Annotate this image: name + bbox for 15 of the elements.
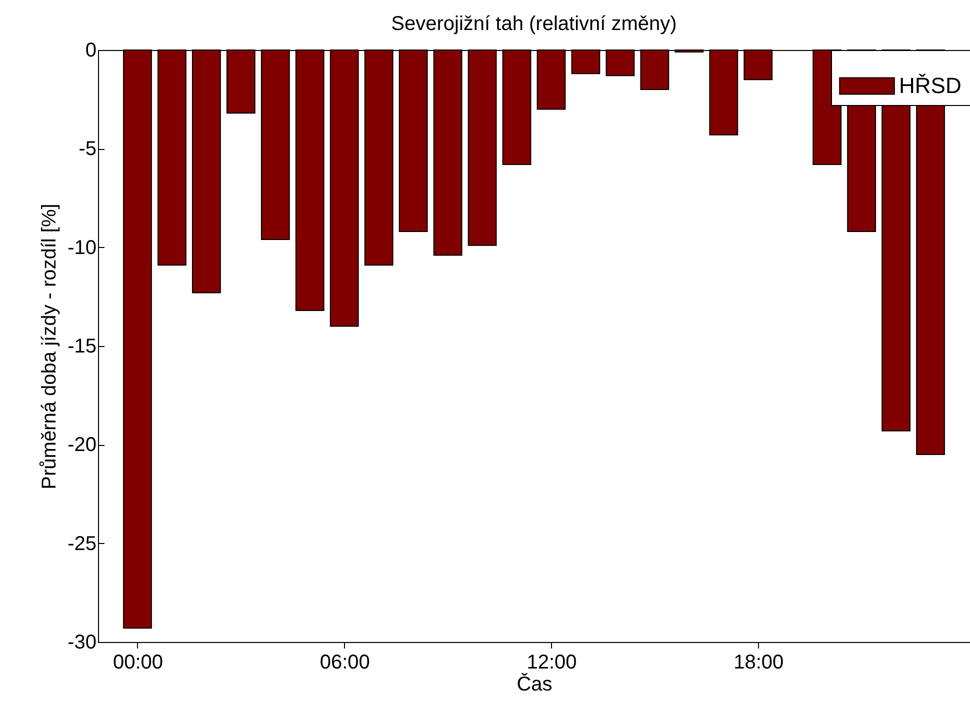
x-tick-label: 06:00 [320,652,370,674]
y-tick-label: -15 [68,336,96,358]
x-tick-label: 12:00 [526,652,577,674]
x-tick-label: 18:00 [734,652,784,674]
y-axis-title: Průměrná doba jízdy - rozdíl [%] [38,204,61,490]
legend-label: HŘSD [899,73,962,98]
y-tick-label: 0 [85,40,96,62]
y-tick-label: -5 [78,138,96,160]
y-tick-label: -10 [68,236,96,259]
x-axis-title: Čas [516,672,552,696]
x-tick-label: 00:00 [112,652,164,674]
y-tick-label: -30 [68,632,96,654]
chart-title: Severojižní tah (relativní změny) [391,13,677,35]
y-tick-label: -25 [68,532,96,555]
y-tick-label: -20 [68,434,96,456]
